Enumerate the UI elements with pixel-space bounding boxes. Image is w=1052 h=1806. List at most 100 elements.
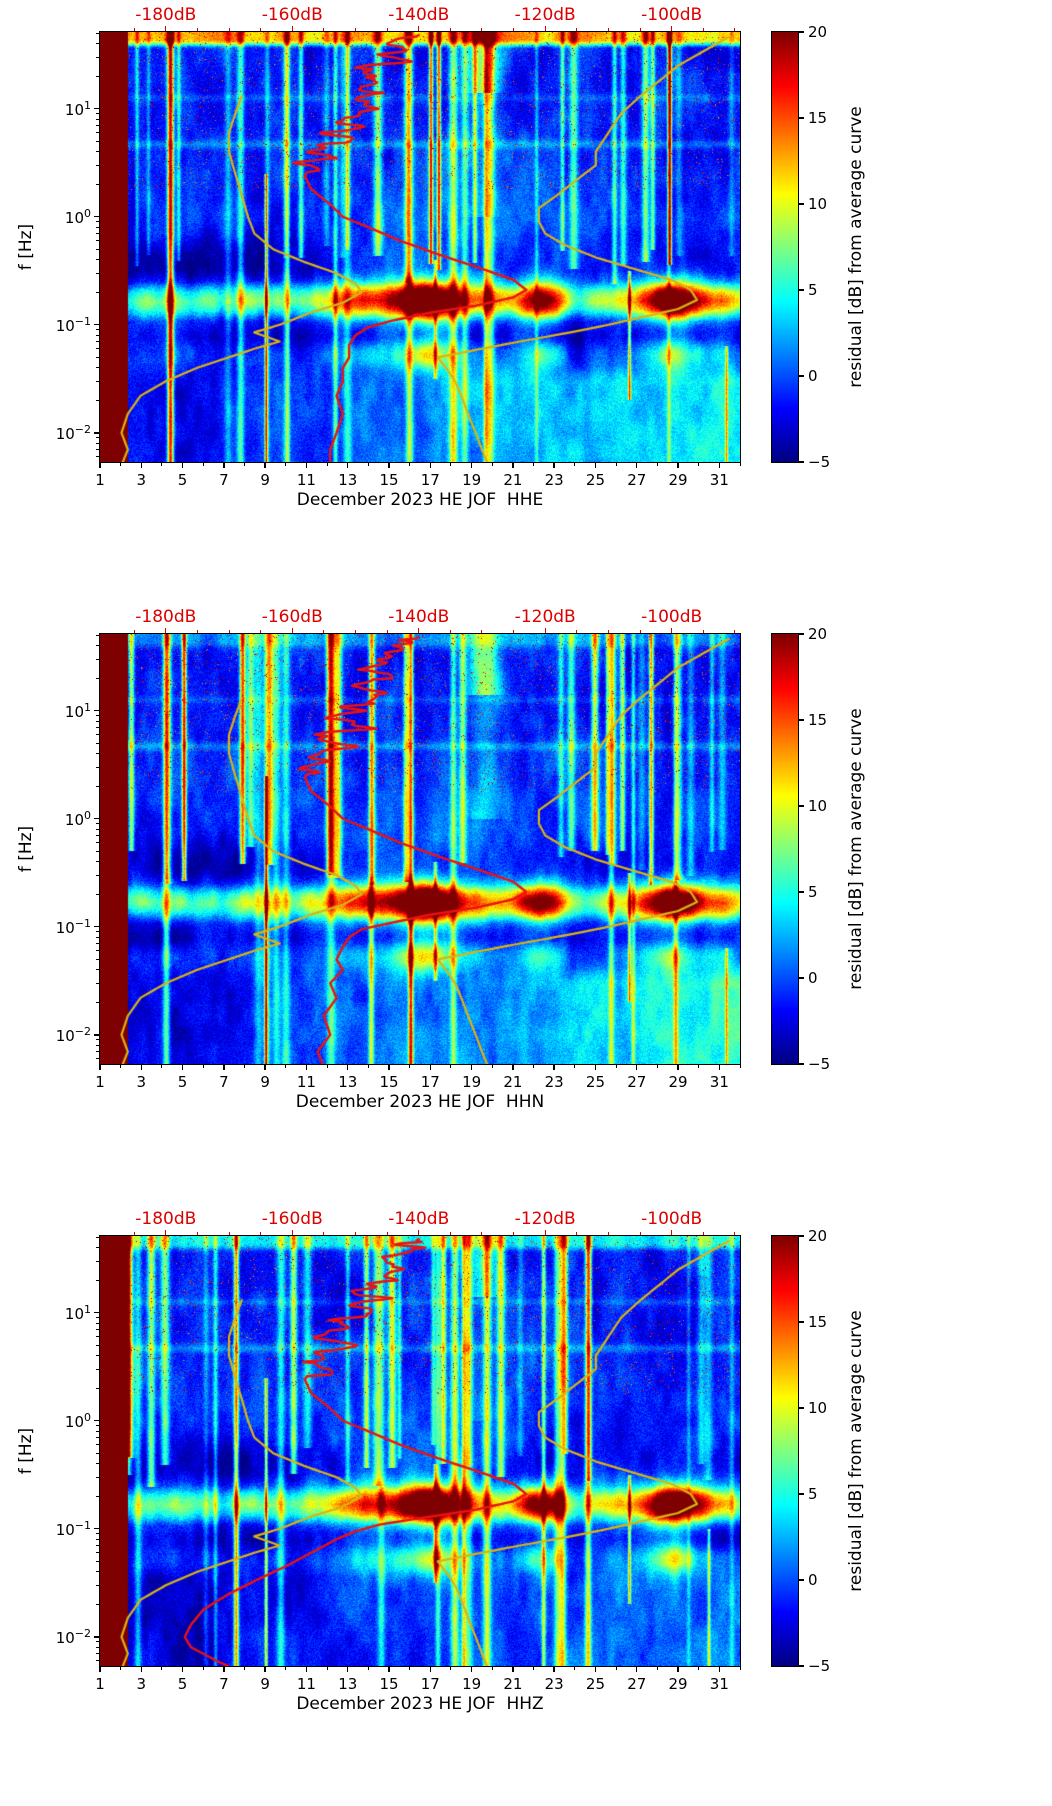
top-axis-label: -120dB: [514, 607, 576, 627]
x-minor-tick: [656, 1667, 658, 1671]
top-axis-minor-tick: [323, 629, 325, 633]
top-axis-minor-tick: [639, 27, 641, 31]
cb-tick: [799, 31, 805, 33]
x-tick: [429, 463, 431, 469]
y-minor-tick: [95, 32, 99, 34]
x-minor-tick: [202, 463, 204, 467]
cb-tick-label: 20: [808, 23, 828, 41]
top-axis-minor-tick: [133, 629, 135, 633]
cb-tick-label: 0: [808, 1571, 818, 1589]
cb-tick: [799, 891, 805, 893]
x-tick-label: 27: [627, 471, 647, 489]
top-axis-tick: [670, 627, 673, 633]
y-minor-tick: [95, 726, 99, 728]
top-axis-label: -180dB: [135, 1209, 197, 1229]
y-minor-tick: [95, 969, 99, 971]
x-tick-label: 25: [585, 1073, 606, 1091]
top-axis-tick: [544, 627, 546, 633]
y-minor-tick: [95, 1001, 99, 1003]
cb-tick-label: 5: [808, 281, 818, 299]
x-minor-tick: [285, 1065, 287, 1069]
x-tick-label: 29: [668, 1675, 688, 1693]
spectrogram-canvas-hhz: [99, 1235, 740, 1666]
x-tick: [677, 463, 679, 469]
cb-tick: [799, 203, 805, 205]
y-minor-tick: [95, 221, 99, 223]
y-minor-tick: [95, 1368, 99, 1370]
x-tick-label: 15: [379, 1675, 399, 1693]
top-axis-tick: [544, 1229, 546, 1235]
x-tick: [718, 463, 721, 469]
x-minor-tick: [244, 463, 246, 467]
y-tick: [93, 108, 99, 110]
top-axis-minor-tick: [702, 1231, 704, 1235]
x-tick-label: 5: [177, 1675, 188, 1693]
y-tick-label: 10−1: [55, 314, 91, 335]
y-minor-tick: [95, 943, 99, 945]
colorbar-label: residual [dB] from average curve: [846, 106, 866, 388]
y-minor-tick: [95, 75, 99, 77]
top-axis-minor-tick: [196, 629, 198, 633]
x-minor-tick: [450, 1667, 452, 1671]
top-axis-minor-tick: [481, 1231, 483, 1235]
x-tick-label: 11: [296, 1675, 316, 1693]
top-axis-minor-tick: [576, 1231, 578, 1235]
y-minor-tick: [95, 785, 99, 787]
x-minor-tick: [574, 1667, 576, 1671]
cb-tick-label: 5: [808, 883, 818, 901]
y-minor-tick: [95, 226, 99, 228]
y-tick-label: 10−2: [55, 422, 91, 443]
x-tick: [305, 1065, 308, 1071]
y-minor-tick: [95, 1545, 99, 1547]
x-minor-tick: [739, 463, 741, 467]
top-axis-minor-tick: [513, 1231, 515, 1235]
top-axis-tick: [670, 25, 673, 31]
x-tick-label: 13: [338, 471, 358, 489]
x-tick-label: 31: [709, 1073, 729, 1091]
x-minor-tick: [367, 1065, 369, 1069]
top-axis-minor-tick: [734, 629, 736, 633]
x-tick-label: 25: [585, 1675, 606, 1693]
x-tick: [512, 1667, 514, 1673]
x-tick: [99, 1065, 101, 1071]
x-tick-label: 27: [627, 1073, 647, 1091]
y-minor-tick: [95, 1660, 99, 1662]
x-minor-tick: [656, 463, 658, 467]
top-axis-minor-tick: [449, 27, 451, 31]
x-axis-title: December 2023 HE JOF HHN: [295, 1092, 545, 1112]
top-axis-tick: [291, 627, 293, 633]
x-tick-label: 1: [95, 1675, 105, 1693]
top-axis-label: -140dB: [388, 607, 450, 627]
x-tick: [99, 463, 101, 469]
x-tick: [181, 1667, 184, 1673]
cb-tick-label: 15: [808, 711, 828, 729]
x-minor-tick: [574, 1065, 576, 1069]
x-tick-label: 23: [544, 1675, 564, 1693]
y-minor-tick: [95, 449, 99, 451]
x-tick-label: 13: [338, 1073, 358, 1091]
cb-tick-label: 15: [808, 1313, 828, 1331]
x-minor-tick: [202, 1667, 204, 1671]
x-minor-tick: [285, 463, 287, 467]
x-tick: [223, 463, 225, 469]
x-tick: [264, 1667, 266, 1673]
top-axis-minor-tick: [639, 629, 641, 633]
x-tick-label: 23: [544, 471, 564, 489]
x-minor-tick: [533, 463, 535, 467]
top-axis-tick: [291, 1229, 293, 1235]
x-minor-tick: [409, 463, 411, 467]
x-minor-tick: [161, 463, 163, 467]
x-tick: [223, 1667, 225, 1673]
colorbar-label: residual [dB] from average curve: [846, 1310, 866, 1592]
x-tick: [264, 463, 266, 469]
top-axis-tick: [418, 1229, 420, 1235]
y-minor-tick: [95, 248, 99, 250]
x-minor-tick: [367, 463, 369, 467]
y-minor-tick: [95, 151, 99, 153]
colorbar-hhn: [770, 632, 799, 1065]
x-tick-label: 19: [462, 1675, 482, 1693]
x-tick: [305, 463, 308, 469]
y-minor-tick: [95, 893, 99, 895]
y-minor-tick: [95, 442, 99, 444]
x-minor-tick: [450, 1065, 452, 1069]
